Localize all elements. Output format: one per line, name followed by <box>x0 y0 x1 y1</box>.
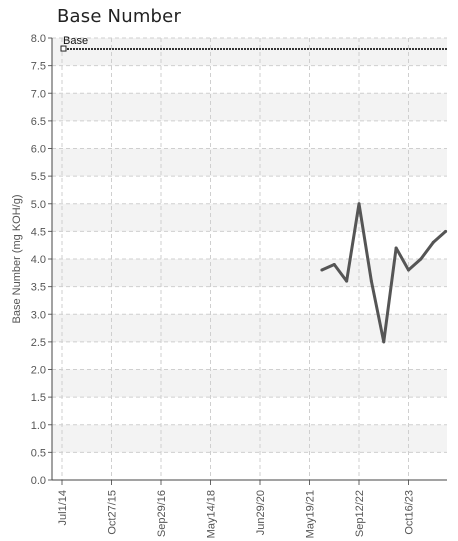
x-tick-label: Oct27/15 <box>107 490 119 535</box>
data-point <box>394 246 398 250</box>
y-tick-label: 6.5 <box>31 116 46 128</box>
chart-title: Base Number <box>57 6 182 27</box>
grid-band <box>52 148 447 177</box>
y-tick-label: 5.5 <box>31 171 46 183</box>
grid-band <box>52 424 447 453</box>
y-tick-label: 2.5 <box>31 337 46 349</box>
y-tick-label: 1.0 <box>31 420 46 432</box>
y-tick-label: 7.5 <box>31 61 46 73</box>
x-tick-label: May19/21 <box>305 490 317 538</box>
data-point <box>431 240 435 244</box>
reference-marker <box>60 45 67 52</box>
y-tick-label: 4.0 <box>31 254 46 266</box>
x-tick-label: Jun29/20 <box>255 490 267 535</box>
grid-band <box>52 259 447 287</box>
data-point <box>419 257 423 261</box>
data-point <box>357 202 361 206</box>
y-tick-label: 8.0 <box>31 33 46 45</box>
y-tick-label: 0.0 <box>31 475 46 487</box>
data-point <box>332 263 336 267</box>
data-point <box>345 279 349 283</box>
data-point <box>320 268 324 272</box>
y-tick-label: 0.5 <box>31 447 46 459</box>
data-point <box>444 229 448 233</box>
grid-band <box>52 203 447 232</box>
x-tick-label: Oct16/23 <box>404 490 416 535</box>
y-tick-label: 4.5 <box>31 226 46 238</box>
y-tick-label: 7.0 <box>31 88 46 100</box>
y-tick-label: 1.5 <box>31 392 46 404</box>
data-point <box>369 279 373 283</box>
reference-label: Base <box>63 35 88 47</box>
y-tick-label: 2.0 <box>31 365 46 377</box>
grid-band <box>52 369 447 398</box>
grid-band <box>52 93 447 121</box>
grid-band <box>52 38 447 66</box>
x-tick-label: Sep29/16 <box>156 490 168 537</box>
data-point <box>382 340 386 344</box>
y-tick-label: 3.0 <box>31 309 46 321</box>
x-tick-label: Jul1/14 <box>57 490 69 525</box>
data-point <box>407 268 410 272</box>
y-axis-label: Base Number (mg KOH/g) <box>11 195 23 324</box>
x-tick-label: May14/18 <box>206 490 218 538</box>
x-tick-label: Sep12/22 <box>354 490 366 537</box>
y-tick-label: 3.5 <box>31 282 46 294</box>
y-tick-label: 5.0 <box>31 199 46 211</box>
y-tick-label: 6.0 <box>31 144 46 156</box>
